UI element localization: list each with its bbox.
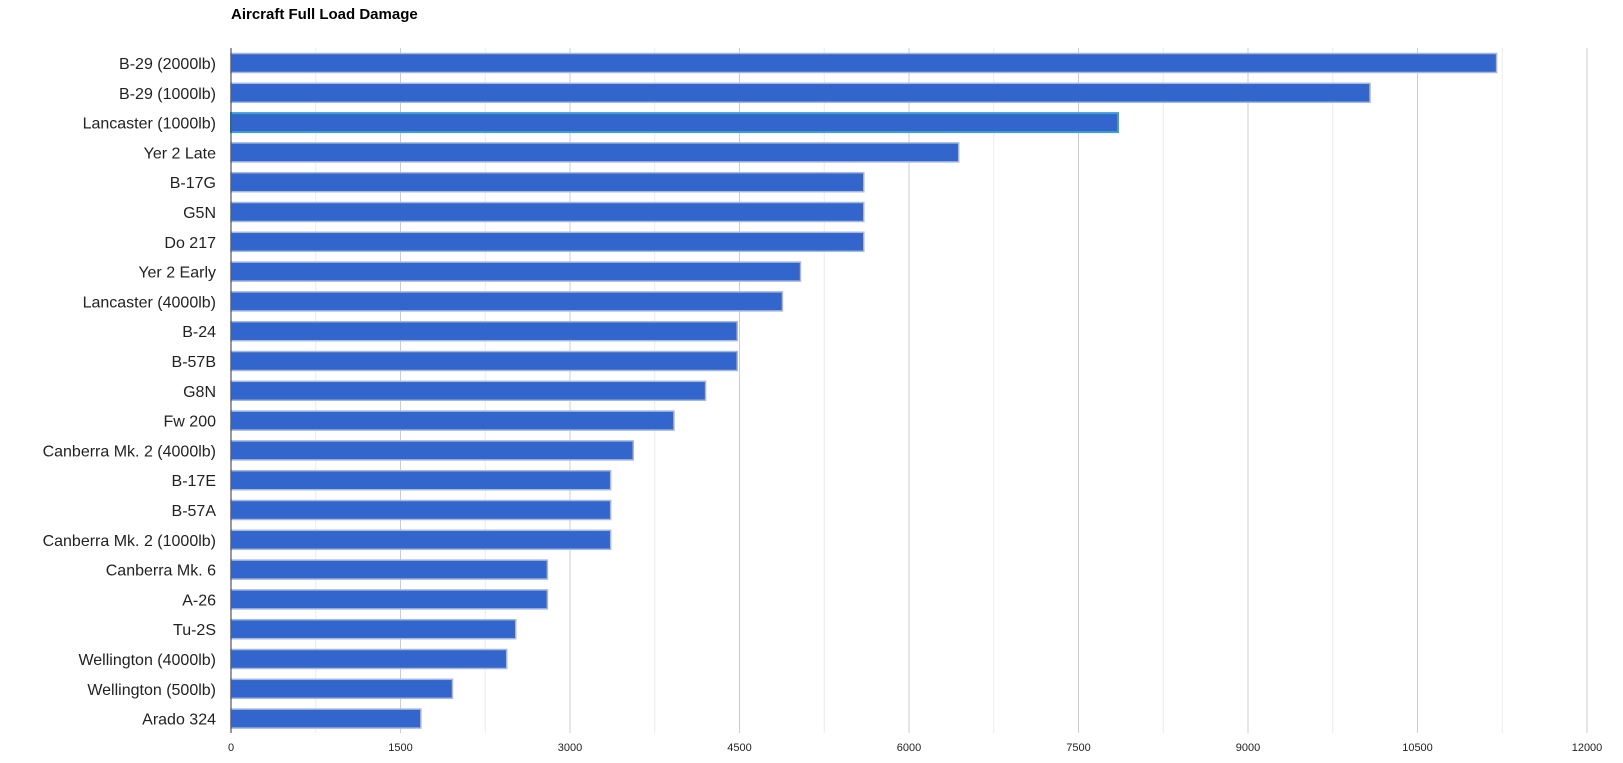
category-label: Yer 2 Late <box>144 145 216 162</box>
category-label: Fw 200 <box>164 414 217 431</box>
category-label: Do 217 <box>164 235 216 252</box>
bar-b-29-1000lb[interactable] <box>230 82 1371 104</box>
bar-b-17g[interactable] <box>230 171 865 193</box>
bar-tu-2s[interactable] <box>230 618 517 640</box>
x-tick-label: 1500 <box>388 742 412 754</box>
category-label: Canberra Mk. 2 (4000lb) <box>43 443 216 460</box>
x-tick-label: 12000 <box>1572 742 1603 754</box>
bars <box>230 52 1498 729</box>
bar-wellington-500lb[interactable] <box>230 678 454 700</box>
bar-g5n[interactable] <box>230 201 865 223</box>
category-label: Lancaster (4000lb) <box>83 294 216 311</box>
bar-canberra-mk-6[interactable] <box>230 559 549 580</box>
bar-b-17e[interactable] <box>230 469 612 491</box>
bar-yer-2-early[interactable] <box>230 261 802 282</box>
x-tick-label: 0 <box>228 742 234 754</box>
category-label: A-26 <box>182 592 216 609</box>
bar-fw-200[interactable] <box>230 410 675 431</box>
bar-yer-2-late[interactable] <box>230 142 960 163</box>
x-tick-label: 7500 <box>1066 742 1090 754</box>
category-label: Canberra Mk. 6 <box>106 563 216 580</box>
category-label: B-29 (2000lb) <box>119 56 216 73</box>
bar-lancaster-1000lb[interactable] <box>230 112 1120 134</box>
bar-do-217[interactable] <box>230 231 865 253</box>
bar-b-57b[interactable] <box>230 350 738 372</box>
chart-title: Aircraft Full Load Damage <box>231 6 418 23</box>
bar-lancaster-4000lb[interactable] <box>230 291 784 312</box>
bar-b-57a[interactable] <box>230 499 612 521</box>
x-axis-ticks: 0 1500 3000 4500 6000 7500 9000 10500 12000 <box>228 742 1602 754</box>
bar-canberra-mk-2-4000lb[interactable] <box>230 440 635 461</box>
category-label: B-17G <box>170 175 216 192</box>
category-label: Lancaster (1000lb) <box>83 116 216 133</box>
category-labels: B-29 (2000lb) B-29 (1000lb) Lancaster (100… <box>43 56 217 729</box>
category-label: G5N <box>183 205 216 222</box>
category-label: Wellington (500lb) <box>87 682 216 699</box>
category-label: B-57A <box>172 503 217 520</box>
x-tick-label: 9000 <box>1236 742 1260 754</box>
bar-arado-324[interactable] <box>230 708 422 729</box>
category-label: B-29 (1000lb) <box>119 86 216 103</box>
category-label: B-17E <box>172 473 216 490</box>
category-label: Wellington (4000lb) <box>78 652 216 669</box>
category-label: B-24 <box>182 324 216 341</box>
bar-wellington-4000lb[interactable] <box>230 648 508 670</box>
bar-b-29-2000lb[interactable] <box>230 52 1498 74</box>
bar-b-24[interactable] <box>230 320 738 342</box>
bar-canberra-mk-2-1000lb[interactable] <box>230 529 612 551</box>
category-label: Canberra Mk. 2 (1000lb) <box>43 533 216 550</box>
bar-g8n[interactable] <box>230 380 707 402</box>
bar-a-26[interactable] <box>230 589 549 610</box>
x-tick-label: 3000 <box>558 742 582 754</box>
x-tick-label: 10500 <box>1402 742 1433 754</box>
x-tick-label: 6000 <box>897 742 921 754</box>
x-tick-label: 4500 <box>727 742 751 754</box>
category-label: Arado 324 <box>142 712 216 729</box>
category-label: G8N <box>183 384 216 401</box>
category-label: Yer 2 Early <box>138 265 216 282</box>
category-label: Tu-2S <box>173 622 216 639</box>
category-label: B-57B <box>172 354 216 371</box>
